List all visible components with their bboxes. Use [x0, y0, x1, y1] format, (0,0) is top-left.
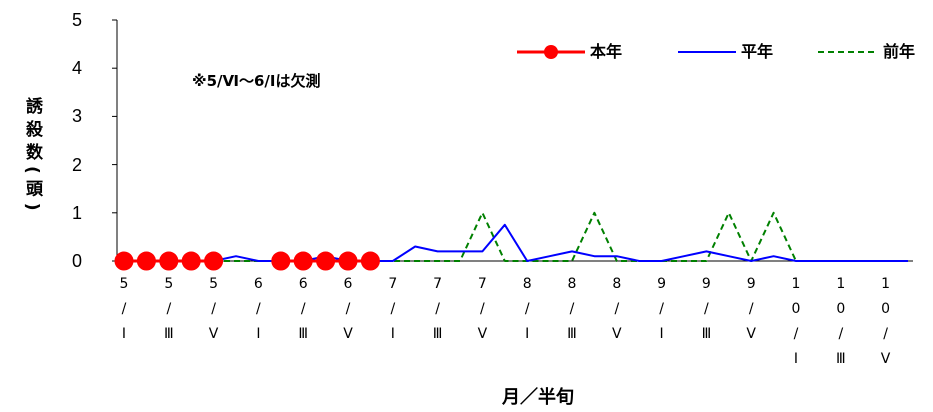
x-axis-title: 月／半旬 [502, 387, 574, 408]
data-point-current-year [338, 251, 358, 271]
series-line-previous-year [124, 211, 908, 262]
data-point-current-year [204, 251, 224, 271]
x-tick-label: 10/Ⅴ [877, 276, 894, 376]
legend-swatch-previous-year [818, 51, 878, 53]
y-tick-label: 0 [71, 251, 82, 271]
legend-label-previous-year: 前年 [883, 42, 916, 61]
x-tick-label: 6/Ⅰ [250, 276, 267, 351]
x-tick-label: 9/Ⅰ [653, 276, 670, 351]
legend-label-normal-year: 平年 [741, 42, 774, 61]
x-tick-label: 6/Ⅴ [340, 276, 356, 351]
y-tick-label: 4 [71, 58, 82, 79]
legend-item-previous-year: 前年 [818, 42, 915, 62]
x-tick-label: 7/Ⅲ [429, 276, 446, 351]
data-point-current-year [271, 251, 291, 271]
data-point-current-year [159, 251, 179, 271]
data-point-current-year [293, 251, 313, 271]
y-tick-label: 5 [71, 10, 82, 30]
x-tick-label: 6/Ⅲ [295, 276, 312, 351]
x-tick-label: 9/Ⅲ [698, 276, 715, 351]
x-tick-label: 9/Ⅴ [743, 276, 760, 351]
y-tick-label: 2 [71, 154, 82, 175]
data-point-current-year [316, 251, 336, 271]
series-line-normal-year [124, 223, 908, 262]
data-point-current-year [360, 251, 380, 271]
y-axis-title: 誘殺数(頭) [22, 97, 42, 217]
legend-label-current-year: 本年 [590, 42, 623, 61]
legend-item-normal-year: 平年 [678, 42, 773, 62]
legend-swatch-normal-year [678, 51, 736, 53]
series-current-year [114, 251, 380, 271]
data-point-current-year [181, 251, 201, 271]
x-tick-label: 8/Ⅰ [519, 276, 536, 351]
data-point-current-year [136, 251, 156, 271]
x-tick-label: 7/Ⅴ [474, 276, 491, 351]
missing-data-note: ※5/Ⅵ～6/Ⅰは欠測 [192, 72, 321, 90]
series-previous-year [124, 211, 908, 262]
y-tick-label: 3 [71, 106, 82, 127]
x-tick-label: 8/Ⅴ [608, 276, 625, 351]
y-tick-label: 1 [71, 202, 82, 223]
x-tick-label: 8/Ⅲ [564, 276, 580, 351]
legend-marker-current-year [544, 45, 558, 59]
legend-swatch-current-year [517, 45, 585, 59]
series-normal-year [124, 223, 908, 262]
x-tick-label: 5/Ⅴ [205, 276, 222, 351]
x-tick-label: 10/Ⅲ [832, 276, 849, 376]
x-tick-label: 7/Ⅰ [384, 276, 401, 351]
x-tick-label: 10/Ⅰ [788, 276, 804, 376]
x-tick-label: 5/Ⅰ [116, 276, 132, 351]
x-tick-label: 5/Ⅲ [160, 276, 177, 351]
data-point-current-year [114, 251, 134, 271]
legend-item-current-year: 本年 [517, 42, 622, 62]
